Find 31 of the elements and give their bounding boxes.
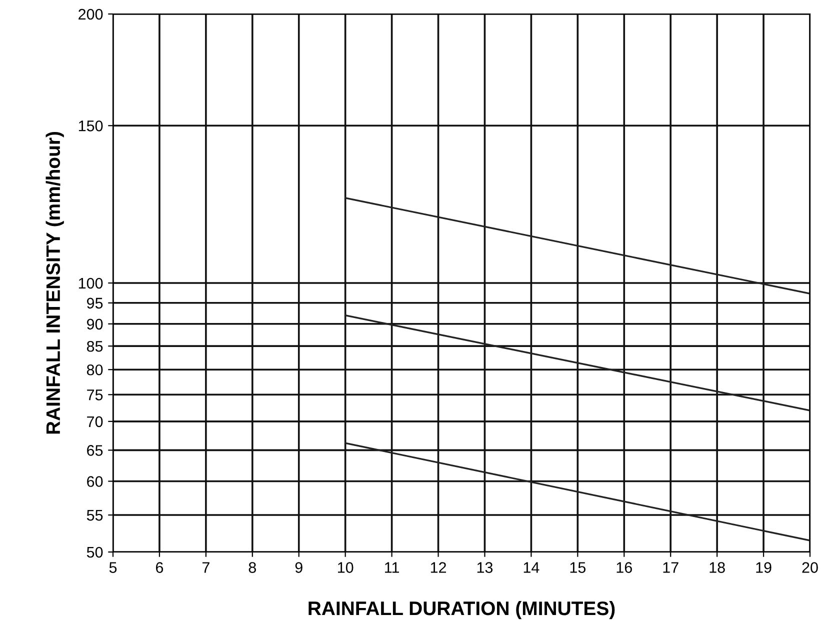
y-tick-label: 65 xyxy=(87,445,103,456)
x-tick-label: 19 xyxy=(756,562,772,573)
x-tick-label: 13 xyxy=(477,562,493,573)
x-tick-label: 11 xyxy=(385,562,399,573)
x-axis-title: RAINFALL DURATION (MINUTES) xyxy=(308,600,615,620)
y-tick-label: 90 xyxy=(87,318,103,330)
x-tick-label: 9 xyxy=(295,562,302,573)
y-tick-label: 150 xyxy=(78,120,103,132)
y-tick-label: 200 xyxy=(78,8,103,20)
x-tick-label: 20 xyxy=(802,562,818,573)
y-tick-label: 55 xyxy=(86,510,103,521)
x-tick-label: 7 xyxy=(202,562,210,573)
y-tick-label: 70 xyxy=(87,416,103,428)
x-tick-label: 17 xyxy=(663,562,678,573)
x-tick-label: 10 xyxy=(338,562,354,573)
y-tick-label: 85 xyxy=(86,340,103,352)
y-tick-label: 75 xyxy=(87,390,103,400)
x-tick-label: 18 xyxy=(710,562,725,573)
x-tick-label: 14 xyxy=(524,562,540,573)
y-tick-label: 95 xyxy=(87,298,103,309)
x-tick-label: 16 xyxy=(616,562,632,573)
x-tick-label: 8 xyxy=(248,562,256,573)
x-tick-label: 6 xyxy=(156,562,164,573)
y-tick-label: 80 xyxy=(86,364,103,376)
y-tick-label: 50 xyxy=(86,546,103,558)
y-tick-label: 60 xyxy=(87,476,103,487)
x-tick-label: 12 xyxy=(430,562,446,573)
y-tick-label: 100 xyxy=(78,278,103,289)
x-tick-label: 15 xyxy=(570,562,586,573)
y-axis-title: RAINFALL INTENSITY (mm/hour) xyxy=(46,132,64,434)
x-tick-label: 5 xyxy=(109,562,117,573)
